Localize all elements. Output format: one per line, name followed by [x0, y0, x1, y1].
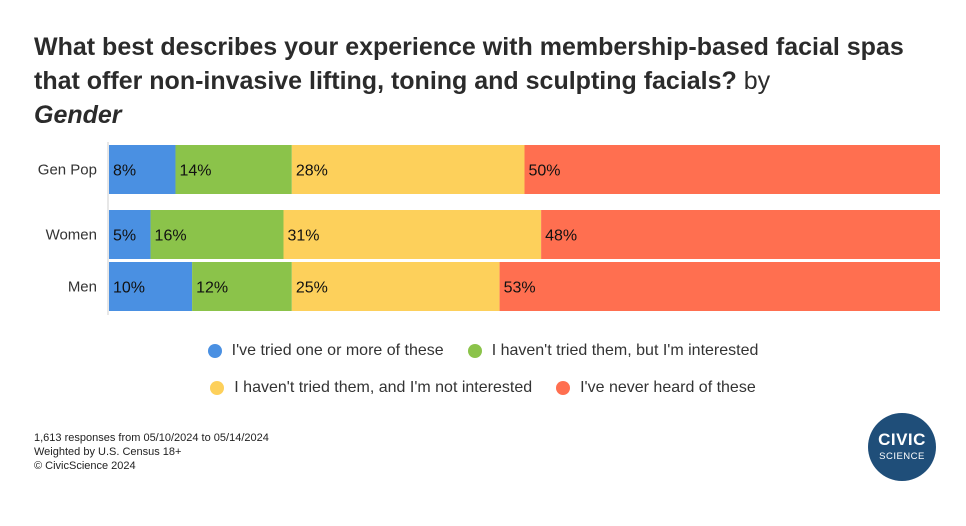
data-label: 50%	[529, 163, 561, 180]
legend-label: I've never heard of these	[580, 379, 756, 396]
footnote-responses: 1,613 responses from 05/10/2024 to 05/14…	[34, 432, 269, 444]
legend-row-2: I haven't tried them, and I'm not intere…	[0, 379, 966, 397]
logo-line-1: CIVIC	[878, 430, 926, 449]
stacked-bar-chart: Gen Pop 8% 14% 28% 50% Women 5% 16% 31% 48% Men 10%…	[38, 142, 940, 315]
bar-segment	[291, 145, 525, 194]
data-label: 5%	[113, 228, 136, 245]
legend-swatch	[467, 344, 482, 358]
data-label: 14%	[179, 163, 211, 180]
legend-swatch	[556, 381, 571, 395]
bar-segment	[283, 210, 542, 259]
data-label: 28%	[296, 163, 328, 180]
bar-segment	[150, 210, 284, 259]
data-label: 12%	[196, 280, 228, 297]
legend-item: I've tried one or more of these	[207, 342, 444, 360]
bar-segment	[541, 210, 940, 259]
data-label: 25%	[296, 280, 328, 297]
legend-label: I haven't tried them, but I'm interested	[491, 342, 759, 359]
data-label: 10%	[113, 280, 145, 297]
legend-item: I haven't tried them, and I'm not intere…	[210, 379, 532, 397]
footnote-weighting: Weighted by U.S. Census 18+	[34, 446, 182, 458]
chart-title: What best describes your experience with…	[34, 30, 934, 132]
civicscience-logo: CIVIC SCIENCE	[868, 413, 936, 481]
logo-line-2: SCIENCE	[879, 451, 925, 462]
title-dimension: Gender	[34, 101, 122, 129]
category-label: Women	[46, 227, 97, 244]
bar-segment	[499, 262, 940, 311]
data-label: 53%	[504, 280, 536, 297]
legend-item: I haven't tried them, but I'm interested	[467, 342, 759, 360]
footnote-copyright: © CivicScience 2024	[34, 460, 136, 472]
footnote: 1,613 responses from 05/10/2024 to 05/14…	[34, 431, 269, 473]
bar-segment	[291, 262, 500, 311]
bar-segment	[109, 262, 193, 311]
legend-row-1: I've tried one or more of these I haven't…	[0, 342, 966, 360]
data-label: 8%	[113, 163, 136, 180]
legend-item: I've never heard of these	[556, 379, 756, 397]
legend-label: I haven't tried them, and I'm not intere…	[234, 379, 533, 396]
legend-swatch	[210, 381, 225, 395]
title-main: What best describes your experience with…	[34, 33, 904, 95]
legend-swatch	[207, 344, 222, 358]
category-label: Gen Pop	[38, 162, 97, 179]
bar-segment	[109, 145, 176, 194]
bar-segment	[524, 145, 940, 194]
data-label: 31%	[288, 228, 320, 245]
data-label: 16%	[155, 228, 187, 245]
bar-segment	[192, 262, 292, 311]
data-label: 48%	[545, 228, 577, 245]
legend-label: I've tried one or more of these	[231, 342, 444, 359]
bar-segment	[109, 210, 151, 259]
category-label: Men	[68, 279, 97, 296]
title-by: by	[743, 67, 771, 95]
bar-segment	[175, 145, 292, 194]
